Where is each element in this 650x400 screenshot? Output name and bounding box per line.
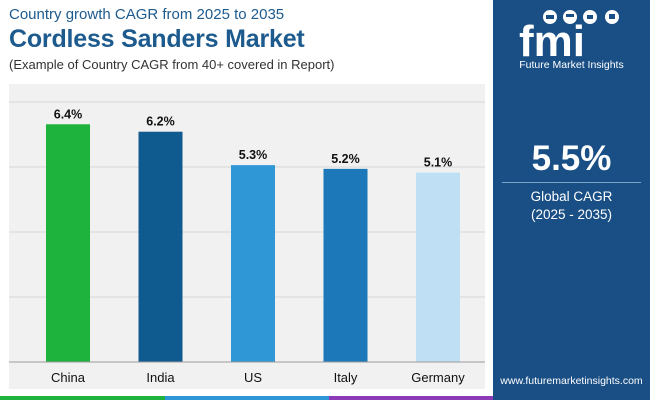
bar-us [231,165,275,362]
chart-title: Cordless Sanders Market [9,25,305,53]
strip-segment-green [0,396,165,400]
x-tick-label-germany: Germany [411,370,465,385]
x-tick-label-italy: Italy [334,370,358,385]
sidebar: fmi Future Market Insights 5.5% Global C… [493,0,650,400]
global-cagr-value: 5.5% [531,139,612,178]
data-label-china: 6.4% [54,107,83,121]
x-tick-label-india: India [146,370,175,385]
bar-italy [323,168,368,362]
strip-segment-purple [329,396,493,400]
bar-chart: 6.4% China 6.2% India 5.3% US 5.2% Italy 5.1% Ger… [9,101,485,385]
logo-letters: fmi [519,17,585,58]
global-cagr-label: Global CAGR [530,189,613,204]
bottom-color-strip [0,396,493,400]
divider [502,182,641,183]
data-label-germany: 5.1% [424,156,453,170]
website-link[interactable]: www.futuremarketinsights.com [500,375,643,387]
strip-segment-blue [165,396,329,400]
x-tick-label-us: US [244,370,262,385]
data-label-us: 5.3% [239,148,268,162]
chart-subtitle: Country growth CAGR from 2025 to 2035 [9,6,285,23]
fmi-logo-icon: fmi [519,10,619,58]
logo-text: Future Market Insights [519,59,624,71]
bar-china [46,124,90,363]
chart-panel: 6.4% China 6.2% India 5.3% US 5.2% Italy 5.1% Ger… [9,84,485,389]
data-label-italy: 5.2% [331,152,360,166]
bar-germany [416,172,460,362]
data-label-india: 6.2% [146,115,175,129]
bar-india [138,131,183,362]
x-tick-label-china: China [51,370,86,385]
header: Country growth CAGR from 2025 to 2035 Co… [0,0,490,82]
global-cagr-range: (2025 - 2035) [530,207,613,222]
report-note: (Example of Country CAGR from 40+ covere… [9,57,335,72]
